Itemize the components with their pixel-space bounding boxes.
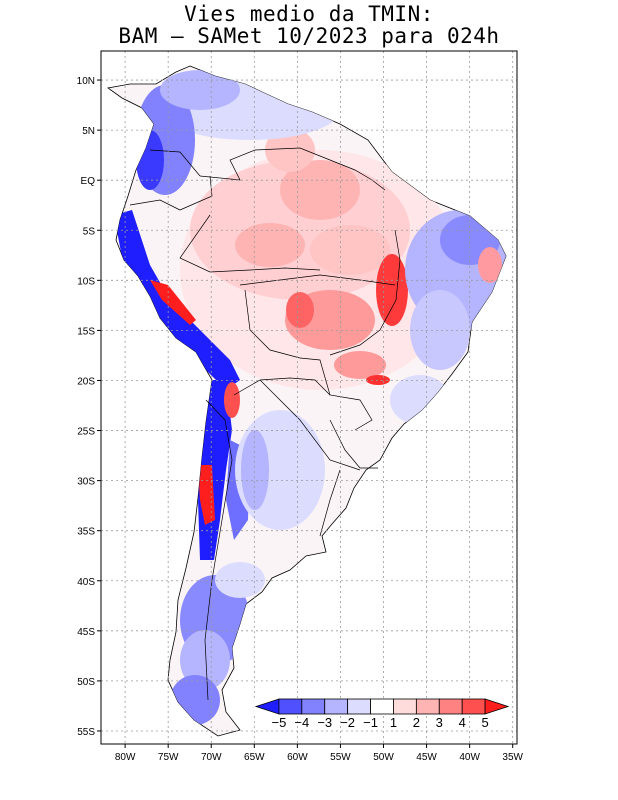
map-title-line1: Vies medio da TMIN: [184, 2, 434, 26]
lat-tick-label: 40S [77, 577, 95, 588]
country-borders [129, 147, 401, 701]
colorbar-label: 4 [459, 715, 466, 730]
lon-tick-label: 50W [373, 752, 394, 763]
colorbar-swatch [324, 698, 349, 715]
colorbar-label: −2 [340, 715, 355, 730]
lat-tick-label: 20S [77, 376, 95, 387]
colorbar-swatch [484, 698, 510, 715]
lon-tick-label: 65W [244, 752, 265, 763]
lon-tick-label: 40W [459, 752, 480, 763]
colorbar-swatch [347, 698, 371, 715]
lat-tick-label: 15S [77, 326, 95, 337]
lat-tick-label: 45S [77, 627, 95, 638]
lat-tick-label: 50S [77, 677, 95, 688]
colorbar-swatch [370, 698, 394, 715]
longitude-ticks: 80W 75W 70W 65W 60W 55W 50W 45W 40W 35W [115, 744, 524, 763]
lat-tick-label: 55S [77, 727, 95, 738]
colorbar-label: −4 [294, 715, 309, 730]
lat-tick-label: 25S [77, 427, 95, 438]
colorbar-swatch [415, 698, 440, 715]
map-title-line2: BAM – SAMet 10/2023 para 024h [118, 24, 500, 48]
lat-tick-label: EQ [81, 176, 96, 187]
colorbar-swatch [438, 698, 463, 715]
lat-tick-label: 35S [77, 527, 95, 538]
latitude-ticks: 10N 5N EQ 5S 10S 15S 20S 25S 30S 35S 40S 45S 50S 55S [77, 76, 101, 738]
colorbar-label: −1 [363, 715, 378, 730]
colorbar: −5 −4 −3 −2 −1 1 2 3 4 5 [254, 698, 510, 730]
colorbar-label: 5 [481, 715, 488, 730]
colorbar-label: −5 [271, 715, 286, 730]
lon-tick-label: 80W [115, 752, 136, 763]
colorbar-swatch [461, 698, 486, 715]
lon-tick-label: 70W [201, 752, 222, 763]
plot-frame [100, 50, 518, 745]
colorbar-swatch [393, 698, 417, 715]
lon-tick-label: 35W [502, 752, 523, 763]
lat-tick-label: 30S [77, 477, 95, 488]
colorbar-label: −3 [317, 715, 332, 730]
lat-tick-label: 10S [77, 276, 95, 287]
lon-tick-label: 60W [287, 752, 308, 763]
colorbar-label: 2 [413, 715, 420, 730]
colorbar-swatch [301, 698, 326, 715]
lon-tick-label: 55W [330, 752, 351, 763]
colorbar-swatch [278, 698, 303, 715]
lon-tick-label: 75W [158, 752, 179, 763]
lon-tick-label: 45W [416, 752, 437, 763]
lat-tick-label: 5N [82, 126, 95, 137]
colorbar-label: 1 [390, 715, 397, 730]
graticule [101, 51, 517, 744]
colorbar-label: 3 [436, 715, 443, 730]
lat-tick-label: 10N [77, 76, 95, 87]
lat-tick-label: 5S [83, 226, 96, 237]
